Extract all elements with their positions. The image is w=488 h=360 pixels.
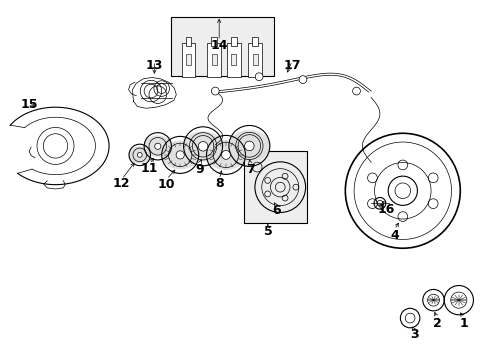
Text: 17: 17: [283, 59, 301, 72]
Polygon shape: [206, 140, 245, 169]
Bar: [171, 17, 273, 76]
Text: 11: 11: [141, 162, 158, 175]
Bar: [207, 43, 221, 77]
Circle shape: [221, 150, 230, 159]
Bar: [230, 37, 236, 46]
Text: 4: 4: [389, 229, 398, 242]
Circle shape: [244, 141, 254, 151]
Bar: [181, 43, 195, 77]
Circle shape: [255, 73, 263, 81]
Polygon shape: [162, 141, 198, 168]
Text: 7: 7: [245, 163, 254, 176]
Text: 10: 10: [158, 178, 175, 191]
Text: 9: 9: [195, 163, 203, 176]
Polygon shape: [129, 147, 150, 163]
Circle shape: [154, 143, 161, 149]
Text: 15: 15: [20, 98, 38, 111]
Circle shape: [198, 141, 207, 151]
Bar: [211, 37, 217, 46]
Circle shape: [176, 151, 184, 159]
Text: 2: 2: [432, 317, 440, 330]
Text: 12: 12: [113, 177, 130, 190]
Text: 5: 5: [263, 225, 272, 238]
Text: 8: 8: [214, 177, 223, 190]
Bar: [185, 54, 190, 65]
Text: 6: 6: [271, 204, 280, 217]
Circle shape: [352, 87, 360, 95]
Polygon shape: [228, 131, 269, 161]
Polygon shape: [144, 136, 171, 156]
Polygon shape: [183, 132, 222, 161]
Bar: [231, 54, 236, 65]
Text: 14: 14: [210, 39, 227, 52]
Text: 16: 16: [376, 203, 394, 216]
Text: 1: 1: [458, 317, 467, 330]
Bar: [252, 54, 257, 65]
Bar: [248, 43, 262, 77]
Bar: [185, 37, 191, 46]
Bar: [211, 54, 216, 65]
Circle shape: [137, 153, 142, 157]
Circle shape: [299, 76, 306, 84]
Bar: [243, 151, 306, 223]
Bar: [226, 43, 240, 77]
Circle shape: [211, 87, 219, 95]
Text: 3: 3: [409, 328, 417, 341]
Bar: [252, 37, 258, 46]
Text: 13: 13: [145, 59, 163, 72]
